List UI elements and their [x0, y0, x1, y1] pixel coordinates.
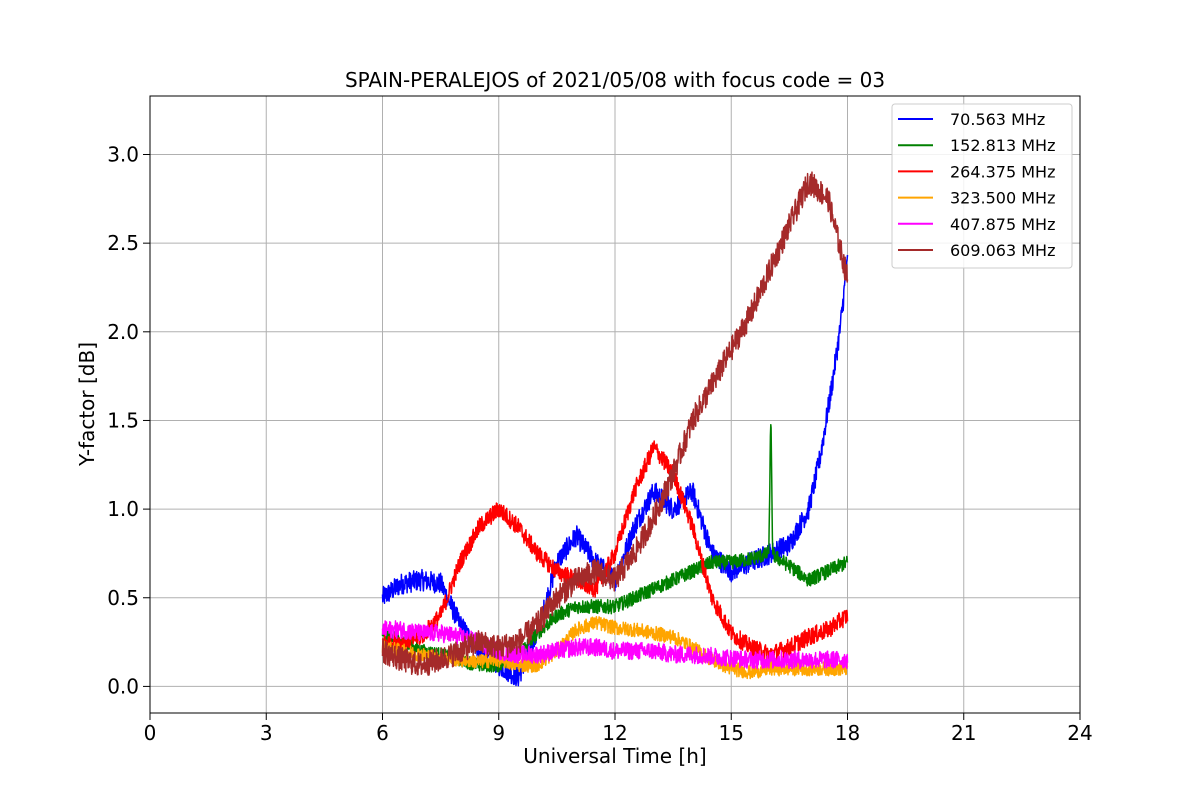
legend-label-4: 407.875 MHz	[950, 215, 1055, 234]
x-tick-label: 18	[835, 721, 860, 745]
x-axis-label: Universal Time [h]	[523, 744, 706, 768]
legend-label-1: 152.813 MHz	[950, 136, 1055, 155]
x-tick-label: 3	[260, 721, 273, 745]
x-tick-label: 21	[951, 721, 976, 745]
y-tick-label: 1.0	[107, 497, 139, 521]
x-tick-label: 6	[376, 721, 389, 745]
y-tick-label: 3.0	[107, 143, 139, 167]
legend-label-3: 323.500 MHz	[950, 189, 1055, 208]
y-tick-label: 2.0	[107, 320, 139, 344]
legend-label-2: 264.375 MHz	[950, 162, 1055, 181]
legend-label-0: 70.563 MHz	[950, 110, 1045, 129]
y-tick-label: 2.5	[107, 231, 139, 255]
x-tick-label: 12	[602, 721, 627, 745]
legend-box	[891, 103, 1073, 269]
series-line-4	[381, 620, 849, 670]
x-tick-label: 0	[144, 721, 157, 745]
y-axis-label: Y-factor [dB]	[75, 342, 99, 467]
chart-title: SPAIN-PERALEJOS of 2021/05/08 with focus…	[345, 68, 885, 92]
y-tick-label: 0.5	[107, 586, 139, 610]
axis-ticks: 0 3 6 9 12 15 18 21 24 0.0 0.5 1.0 1.5 2.0 2.5 3.0	[107, 143, 1093, 745]
legend-label-5: 609.063 MHz	[950, 241, 1055, 260]
legend: 70.563 MHz 152.813 MHz 264.375 MHz 323.500 …	[891, 103, 1073, 269]
series-line-1	[381, 423, 849, 673]
series-line-5	[381, 171, 849, 676]
series-line-2	[381, 440, 849, 663]
plot-lines	[381, 171, 849, 687]
y-tick-label: 0.0	[107, 674, 139, 698]
y-tick-label: 1.5	[107, 408, 139, 432]
x-tick-label: 9	[492, 721, 505, 745]
x-tick-label: 24	[1067, 721, 1092, 745]
x-tick-label: 15	[719, 721, 744, 745]
